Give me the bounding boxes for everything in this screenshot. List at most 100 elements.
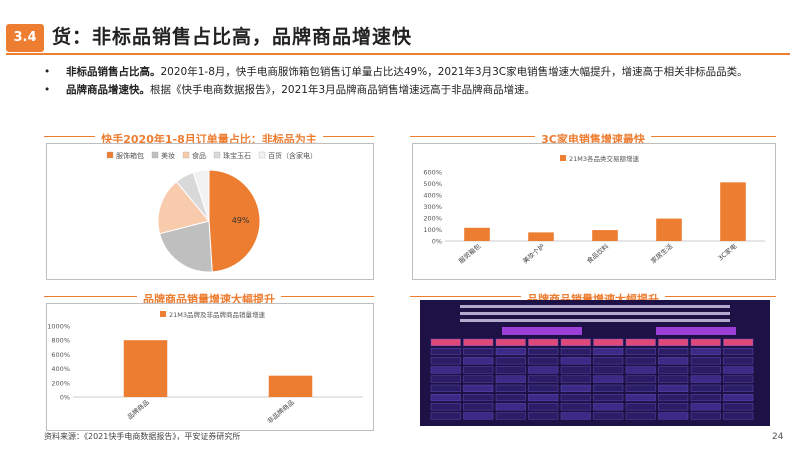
- pie-chart-title: 快手2020年1-8月订单量占比：非标品为主: [95, 133, 323, 146]
- pie-legend-label: 美妆: [161, 151, 175, 160]
- grid-cell: [625, 348, 656, 356]
- y-tick-label: 200%: [423, 215, 442, 223]
- category-title-wrap: 3C家电销售增速最快: [410, 128, 776, 147]
- grid-cell: [593, 412, 624, 420]
- page-number: 24: [772, 432, 784, 442]
- x-tick-label: 非品牌商品: [265, 398, 296, 426]
- grid-cell: [658, 403, 689, 411]
- grid-cell: [723, 375, 754, 383]
- bar: [592, 230, 618, 241]
- bar: [123, 340, 168, 397]
- bar-legend-label: 21M3品牌及非品牌商品销量增速: [169, 310, 266, 319]
- grid-cell: [625, 366, 656, 374]
- grid-cell: [690, 348, 721, 356]
- x-tick-label: 3C家电: [716, 241, 739, 262]
- grid-cell: [723, 357, 754, 365]
- grid-cell: [658, 348, 689, 356]
- grid-cell: [463, 366, 494, 374]
- category-growth-chart: 21M3各品类交易额增速 0% 100% 200% 300% 400% 500% 600% 服贸…: [423, 154, 765, 265]
- section-number-badge: 3.4: [6, 24, 44, 52]
- bullet-item: • 非标品销售占比高。2020年1-8月，快手电商服饰箱包销售订单量占比达49%…: [44, 64, 764, 80]
- grid-cell: [723, 403, 754, 411]
- grid-cell: [495, 338, 526, 346]
- grid-cell: [430, 384, 461, 392]
- page-title: 货：非标品销售占比高，品牌商品增速快: [52, 26, 413, 48]
- bar: [720, 182, 746, 241]
- grid-cell: [625, 357, 656, 365]
- grid-cell: [560, 357, 591, 365]
- pie-legend-swatch: [106, 151, 114, 159]
- grid-cell: [463, 348, 494, 356]
- grid-cell: [593, 384, 624, 392]
- grid-cell: [690, 393, 721, 402]
- grid-cell: [463, 357, 494, 365]
- grid-cell: [593, 348, 624, 356]
- x-tick-label: 服贸箱包: [457, 241, 483, 265]
- grid-cell: [528, 357, 559, 365]
- grid-cell: [560, 393, 591, 402]
- grid-header-male: [656, 327, 736, 335]
- bar: [464, 227, 490, 241]
- grid-cell: [495, 375, 526, 383]
- y-tick-label: 1000%: [47, 323, 70, 331]
- grid-cell: [560, 403, 591, 411]
- grid-cell: [430, 348, 461, 356]
- grid-cell: [658, 338, 689, 346]
- bullet-heading: 非标品销售占比高。: [66, 66, 161, 78]
- grid-cell: [495, 384, 526, 392]
- y-tick-label: 400%: [51, 365, 70, 373]
- grid-cell: [463, 403, 494, 411]
- grid-cell: [560, 412, 591, 420]
- grid-cell: [625, 338, 656, 346]
- grid-cell: [690, 338, 721, 346]
- bar: [656, 218, 682, 241]
- source-note: 资料来源：《2021快手电商数据报告》，平安证券研究所: [44, 432, 241, 441]
- grid-cell: [430, 393, 461, 402]
- grid-cell: [723, 412, 754, 420]
- bar-legend-swatch: [160, 311, 166, 317]
- grid-cell: [430, 338, 461, 346]
- pie-slice-label: 49%: [232, 216, 250, 225]
- grid-cell: [495, 412, 526, 420]
- grid-cell: [690, 357, 721, 365]
- grid-cell: [528, 384, 559, 392]
- grid-cell: [723, 393, 754, 402]
- pie-chart-box: 服饰箱包 美妆 食品 珠宝玉石 百货（含家电） 49%: [46, 143, 374, 280]
- grid-cell: [690, 403, 721, 411]
- brand-chart-box: 21M3品牌及非品牌商品销量增速 0% 200% 400% 600% 800% 1000% 品…: [46, 303, 374, 431]
- grid-cell: [560, 375, 591, 383]
- grid-cell: [560, 338, 591, 346]
- brand-chart-title: 品牌商品销量增速大幅提升: [137, 293, 281, 306]
- grid-cell: [528, 375, 559, 383]
- bar: [268, 375, 313, 397]
- pie-legend-label: 珠宝玉石: [223, 151, 251, 160]
- grid-text-line: [460, 312, 730, 315]
- grid-cell: [528, 412, 559, 420]
- grid-cell: [625, 403, 656, 411]
- grid-cell: [723, 348, 754, 356]
- category-chart-box: 21M3各品类交易额增速 0% 100% 200% 300% 400% 500% 600% 服贸…: [412, 143, 776, 280]
- grid-cell: [658, 366, 689, 374]
- category-chart-title: 3C家电销售增速最快: [535, 133, 651, 146]
- grid-cell: [463, 384, 494, 392]
- pie-slice: [208, 169, 261, 273]
- pie-legend-swatch: [182, 151, 190, 159]
- grid-image-graphic: [420, 300, 770, 426]
- grid-cell: [658, 412, 689, 420]
- grid-cell: [593, 338, 624, 346]
- grid-cell: [690, 384, 721, 392]
- grid-cell: [495, 357, 526, 365]
- brand-category-grid-image: [420, 300, 770, 426]
- grid-cell: [430, 357, 461, 365]
- bar-legend-swatch: [560, 155, 566, 161]
- grid-cell: [593, 403, 624, 411]
- pie-slice: [157, 180, 210, 235]
- grid-cell: [528, 393, 559, 402]
- grid-cell: [430, 403, 461, 411]
- y-tick-label: 0%: [432, 238, 442, 246]
- x-tick-label: 食品饮料: [585, 241, 611, 265]
- grid-cell: [495, 393, 526, 402]
- grid-cell: [560, 366, 591, 374]
- pie-legend-swatch: [258, 151, 266, 159]
- grid-cell: [690, 375, 721, 383]
